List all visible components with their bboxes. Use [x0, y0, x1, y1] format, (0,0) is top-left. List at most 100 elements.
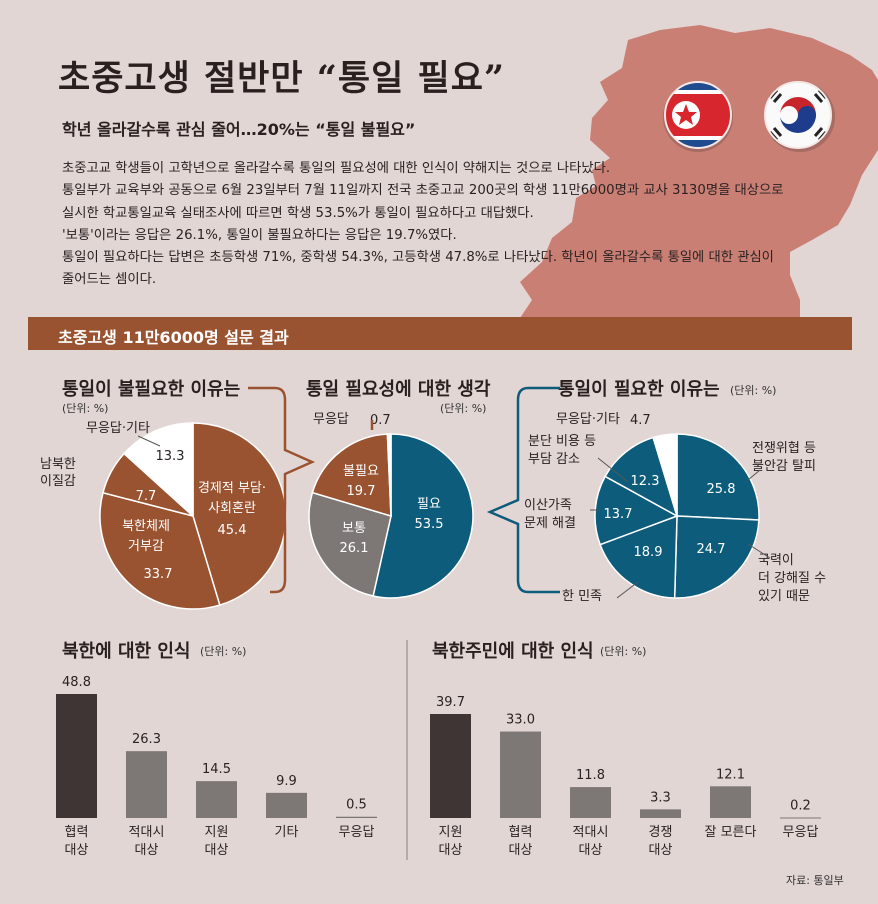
banner-text: 초중고생 11만6000명 설문 결과 — [58, 328, 289, 347]
bracket-left — [248, 386, 374, 594]
pie2-slice-0 — [372, 433, 474, 599]
pie1-leader-no-answer — [137, 435, 161, 447]
pie2-label-unneeded: 불필요 — [343, 464, 379, 479]
survey-banner: 초중고생 11만6000명 설문 결과 — [28, 317, 852, 350]
pie2-value-normal: 26.1 — [340, 541, 369, 556]
bar2-value-1: 33.0 — [506, 713, 535, 728]
pie2-label-need: 필요 — [417, 497, 441, 512]
bar1-value-2: 14.5 — [202, 762, 231, 777]
bar1-value-0: 48.8 — [62, 675, 91, 690]
pie-necessary-title: 통일이 필요한 이유는 — [558, 379, 720, 400]
bar1-value-4: 0.5 — [346, 798, 367, 813]
bar1-bar-2 — [196, 781, 237, 818]
pie2-value-need: 53.5 — [415, 517, 444, 532]
bar1-category-1-0: 적대시 — [129, 825, 165, 840]
pie1-slice-1 — [99, 491, 221, 610]
pie3-label-war-1: 전쟁위협 등 — [752, 441, 816, 456]
bar2-value-3: 3.3 — [650, 790, 671, 805]
bar2-category-0-0: 지원 — [439, 825, 463, 840]
pie3-leader-4 — [747, 543, 771, 559]
pie2-label-no-answer: 무응답 — [313, 412, 349, 427]
bar2-category-2-1: 대상 — [579, 843, 603, 858]
pie-necessity-title: 통일 필요성에 대한 생각 — [306, 379, 491, 400]
bar2-category-1-1: 대상 — [509, 843, 533, 858]
bar-nk-title: 북한에 대한 인식 — [62, 641, 191, 662]
bar2-category-2-0: 적대시 — [573, 825, 609, 840]
body-line: 통일부가 교육부와 공동으로 6월 23일부터 7월 11일까지 전국 초중고교… — [62, 183, 784, 199]
pie3-label-no-answer: 무응답·기타 — [556, 412, 620, 427]
bar1-category-3-0: 기타 — [275, 825, 299, 840]
bar2-category-0-1: 대상 — [439, 843, 463, 858]
pie-necessity-unit: (단위: %) — [440, 402, 487, 415]
article-body: 초중고교 학생들이 고학년으로 올라갈수록 통일의 필요성에 대한 인식이 약해… — [62, 158, 822, 292]
headline: 초중고생 절반만 “통일 필요” — [58, 58, 506, 99]
pie3-value-no-answer: 4.7 — [630, 413, 651, 428]
pie3-leader-3 — [747, 469, 761, 481]
pie3-value-4: 12.3 — [631, 474, 660, 489]
bar2-category-3-1: 대상 — [649, 843, 673, 858]
pie1-value-economic: 45.4 — [218, 523, 247, 538]
pie3-value-3: 13.7 — [604, 507, 633, 522]
bar2-bar-4 — [710, 786, 751, 818]
bar1-category-1-1: 대상 — [135, 843, 159, 858]
south-korea-flag-icon — [764, 81, 835, 152]
body-line: '보통'이라는 응답은 26.1%, 통일이 불필요하다는 응답은 19.7%였… — [62, 227, 457, 243]
pie-necessary-unit: (단위: %) — [730, 384, 777, 397]
bar1-bar-4 — [336, 816, 377, 818]
bar2-value-0: 39.7 — [436, 695, 465, 710]
pie3-leader-0 — [597, 457, 629, 483]
body-line: 통일이 필요하다는 답변은 초등학생 71%, 중학생 54.3%, 고등학생 … — [62, 250, 774, 266]
pie3-label-cost-2: 부담 감소 — [528, 452, 580, 467]
pie3-value-0: 25.8 — [707, 482, 736, 497]
bar2-bar-2 — [570, 787, 611, 818]
pie3-slice-5 — [652, 433, 678, 517]
pie1-label-disparity-1: 남북한 — [40, 457, 76, 472]
pie1-value-regime: 33.7 — [144, 567, 173, 582]
pie3-label-cost-1: 분단 비용 등 — [528, 434, 597, 449]
bar2-value-2: 11.8 — [576, 768, 605, 783]
pie3-label-power-3: 있기 때문 — [758, 589, 810, 604]
bar2-category-5-0: 무응답 — [783, 825, 819, 840]
bar2-bar-5 — [780, 817, 821, 819]
pie3-label-nation: 한 민족 — [562, 589, 603, 604]
bar-nkpeople-title: 북한주민에 대한 인식 — [432, 641, 594, 662]
bar1-bar-1 — [126, 751, 167, 818]
bar1-category-4-0: 무응답 — [339, 825, 375, 840]
body-line: 줄어드는 셈이다. — [62, 272, 157, 288]
bar2-bar-3 — [640, 809, 681, 818]
bar1-bar-3 — [266, 792, 307, 818]
bar1-category-0-0: 협력 — [65, 825, 89, 840]
bar2-category-1-0: 협력 — [509, 825, 533, 840]
bar2-bar-0 — [430, 714, 471, 818]
bar1-category-0-1: 대상 — [65, 843, 89, 858]
bar-nkpeople-unit: (단위: %) — [600, 645, 647, 658]
pie1-slice-3 — [123, 422, 194, 518]
pie1-value-no-answer: 13.3 — [156, 449, 185, 464]
source-note: 자료: 통일부 — [786, 874, 844, 887]
bar2-value-4: 12.1 — [716, 767, 745, 782]
pie2-value-unneeded: 19.7 — [347, 484, 376, 499]
pie2-label-normal: 보통 — [342, 521, 366, 536]
pie2-value-no-answer: 0.7 — [370, 413, 391, 428]
body-line: 실시한 학교통일교육 실태조사에 따르면 학생 53.5%가 통일이 필요하다고… — [62, 205, 534, 221]
bar2-category-4-0: 잘 모른다 — [705, 825, 757, 840]
pie3-label-family-2: 문제 해결 — [524, 516, 576, 531]
pie2-slice-1 — [308, 491, 392, 597]
pie1-label-economic-1: 경제적 부담· — [198, 481, 266, 496]
pie1-label-economic-2: 사회혼란 — [208, 501, 256, 516]
pie-unnecessary-unit: (단위: %) — [62, 402, 109, 415]
pie3-value-2: 18.9 — [634, 545, 663, 560]
pie2-slice-2 — [311, 433, 392, 518]
pie3-label-war-2: 불안감 탈피 — [752, 459, 816, 474]
pie-unnecessary-title: 통일이 불필요한 이유는 — [62, 379, 241, 400]
pie1-label-regime-2: 거부감 — [128, 539, 164, 554]
bar1-category-2-1: 대상 — [205, 843, 229, 858]
pie3-leader-2 — [616, 581, 639, 599]
north-korea-flag-icon — [663, 81, 733, 152]
bar1-value-3: 9.9 — [276, 774, 297, 789]
pie1-label-disparity-2: 이질감 — [40, 474, 76, 489]
pie3-slice-0 — [676, 433, 760, 521]
